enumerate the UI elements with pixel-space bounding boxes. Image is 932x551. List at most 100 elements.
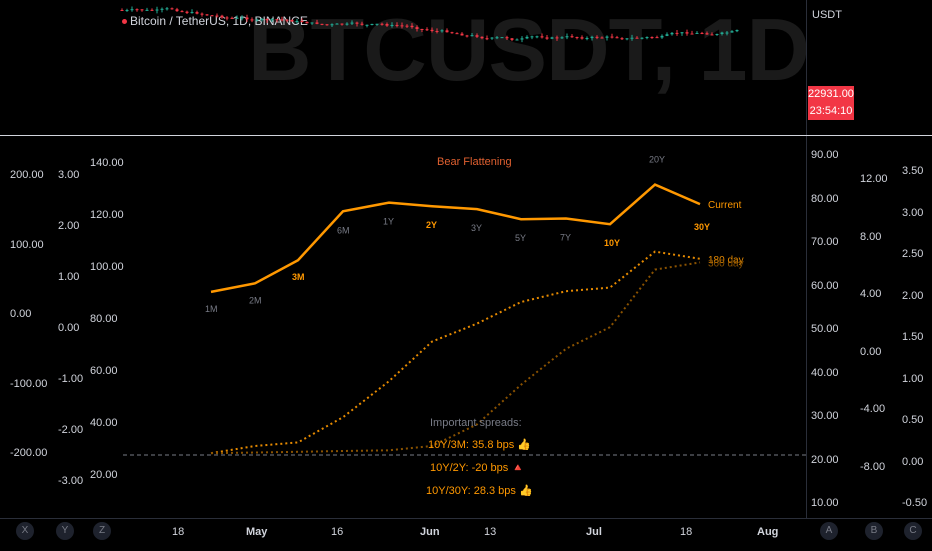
candle-body [365,24,369,26]
tenor-label: 30Y [694,222,710,232]
candle-body [335,23,339,25]
candle-body [560,37,564,39]
candle-body [225,17,229,19]
candle-body [400,25,404,27]
right1-tick: 50.00 [811,323,839,335]
candle-body [415,27,419,30]
candle-body [410,25,414,28]
right2-tick: 4.00 [860,288,882,300]
tenor-label: 1Y [383,217,394,227]
axis-toggle-button[interactable]: B [865,522,883,540]
symbol-watermark: BTCUSDT, 1D [248,0,810,99]
candle-body [280,19,284,21]
candle-body [255,19,259,21]
candle-body [675,32,679,34]
right1-tick: 10.00 [811,497,839,509]
candle-body [585,38,589,40]
left2-tick: -3.00 [58,475,84,487]
right2-tick: 12.00 [860,173,888,185]
series-label: Current [708,200,742,211]
candle-body [305,21,309,24]
tenor-label: 2Y [426,220,437,230]
candle-body [405,25,409,27]
axis-toggle-button[interactable]: C [904,522,922,540]
candle-body [680,32,684,34]
candle-body [190,12,194,14]
candle-body [205,14,209,16]
candle-body [395,24,399,26]
right3-tick: 0.00 [902,455,924,468]
candle-body [635,37,639,39]
axis-toggle-button[interactable]: X [16,522,34,540]
left2-tick: 0.00 [58,322,80,334]
candle-body [705,33,709,35]
candle-body [330,24,334,26]
candle-body [430,29,434,31]
candle-body [260,19,264,21]
chart-title[interactable]: Bitcoin / TetherUS, 1D, BINANCE [130,14,308,28]
right3-tick: 2.50 [902,248,924,260]
far_left-tick: 200.00 [10,169,44,181]
axis-toggle-button[interactable]: Y [56,522,74,540]
right1-tick: 20.00 [811,453,839,466]
candle-body [555,37,559,39]
candle-body [665,34,669,36]
candle-body [630,37,634,39]
candle-body [530,36,534,38]
candle-body [290,19,294,22]
axis-toggle-button[interactable]: Z [93,522,111,540]
candle-body [195,12,199,14]
far_left-tick: 100.00 [10,238,44,251]
last-price-label[interactable]: 22931.00 23:54:10 [808,86,854,120]
candle-body [165,8,169,10]
left2-tick: -2.00 [58,424,84,436]
spread-10y-3m: 10Y/3M: 35.8 bps 👍 [428,439,531,451]
right1-tick: 60.00 [811,279,839,292]
candle-body [310,22,314,24]
candle-body [690,33,694,35]
candle-body [315,22,319,24]
candle-body [360,23,364,25]
tenor-label: 10Y [604,238,620,248]
candle-body [650,37,654,39]
spreads-title: Important spreads: [430,417,522,429]
candle-body [445,30,449,33]
left3-tick: 60.00 [90,365,118,377]
market-status-dot [122,19,127,24]
candle-body [175,9,179,12]
time-axis[interactable] [0,518,932,551]
candle-body [375,23,379,25]
candle-body [355,22,359,24]
right3-tick: 1.50 [902,331,924,343]
tenor-label: 1M [205,304,218,314]
candle-body [230,17,234,19]
candle-body [460,33,464,36]
time-axis-label: Jun [420,526,440,538]
candle-body [180,11,184,13]
time-axis-label: 16 [331,526,344,538]
right3-tick: 1.00 [902,372,924,385]
candle-body [470,35,474,37]
candle-body [385,24,389,26]
candle-body [480,36,484,39]
candle-body [695,32,699,34]
candle-body [505,37,509,39]
curve-labels: 1M 2M 3M 6M 1Y 2Y 3Y 5Y 7Y 10Y 20Y 30Y [205,155,710,314]
right2-tick: 0.00 [860,345,882,358]
candle-body [485,38,489,40]
left3-tick: 80.00 [90,313,118,325]
right1-tick: 30.00 [811,410,839,422]
right2-tick: 8.00 [860,230,882,243]
far_left-tick: -200.00 [10,447,48,459]
candle-body [455,33,459,35]
candle-body [245,17,249,20]
right3-tick: 3.50 [902,165,924,177]
axis-toggle-button[interactable]: A [820,522,838,540]
series-label: 360 day [708,258,744,269]
time-axis-label: 18 [680,526,693,538]
candle-body [295,20,299,22]
left3-tick: 100.00 [90,261,124,273]
pane-separator[interactable] [0,135,932,136]
candle-body [275,19,279,21]
